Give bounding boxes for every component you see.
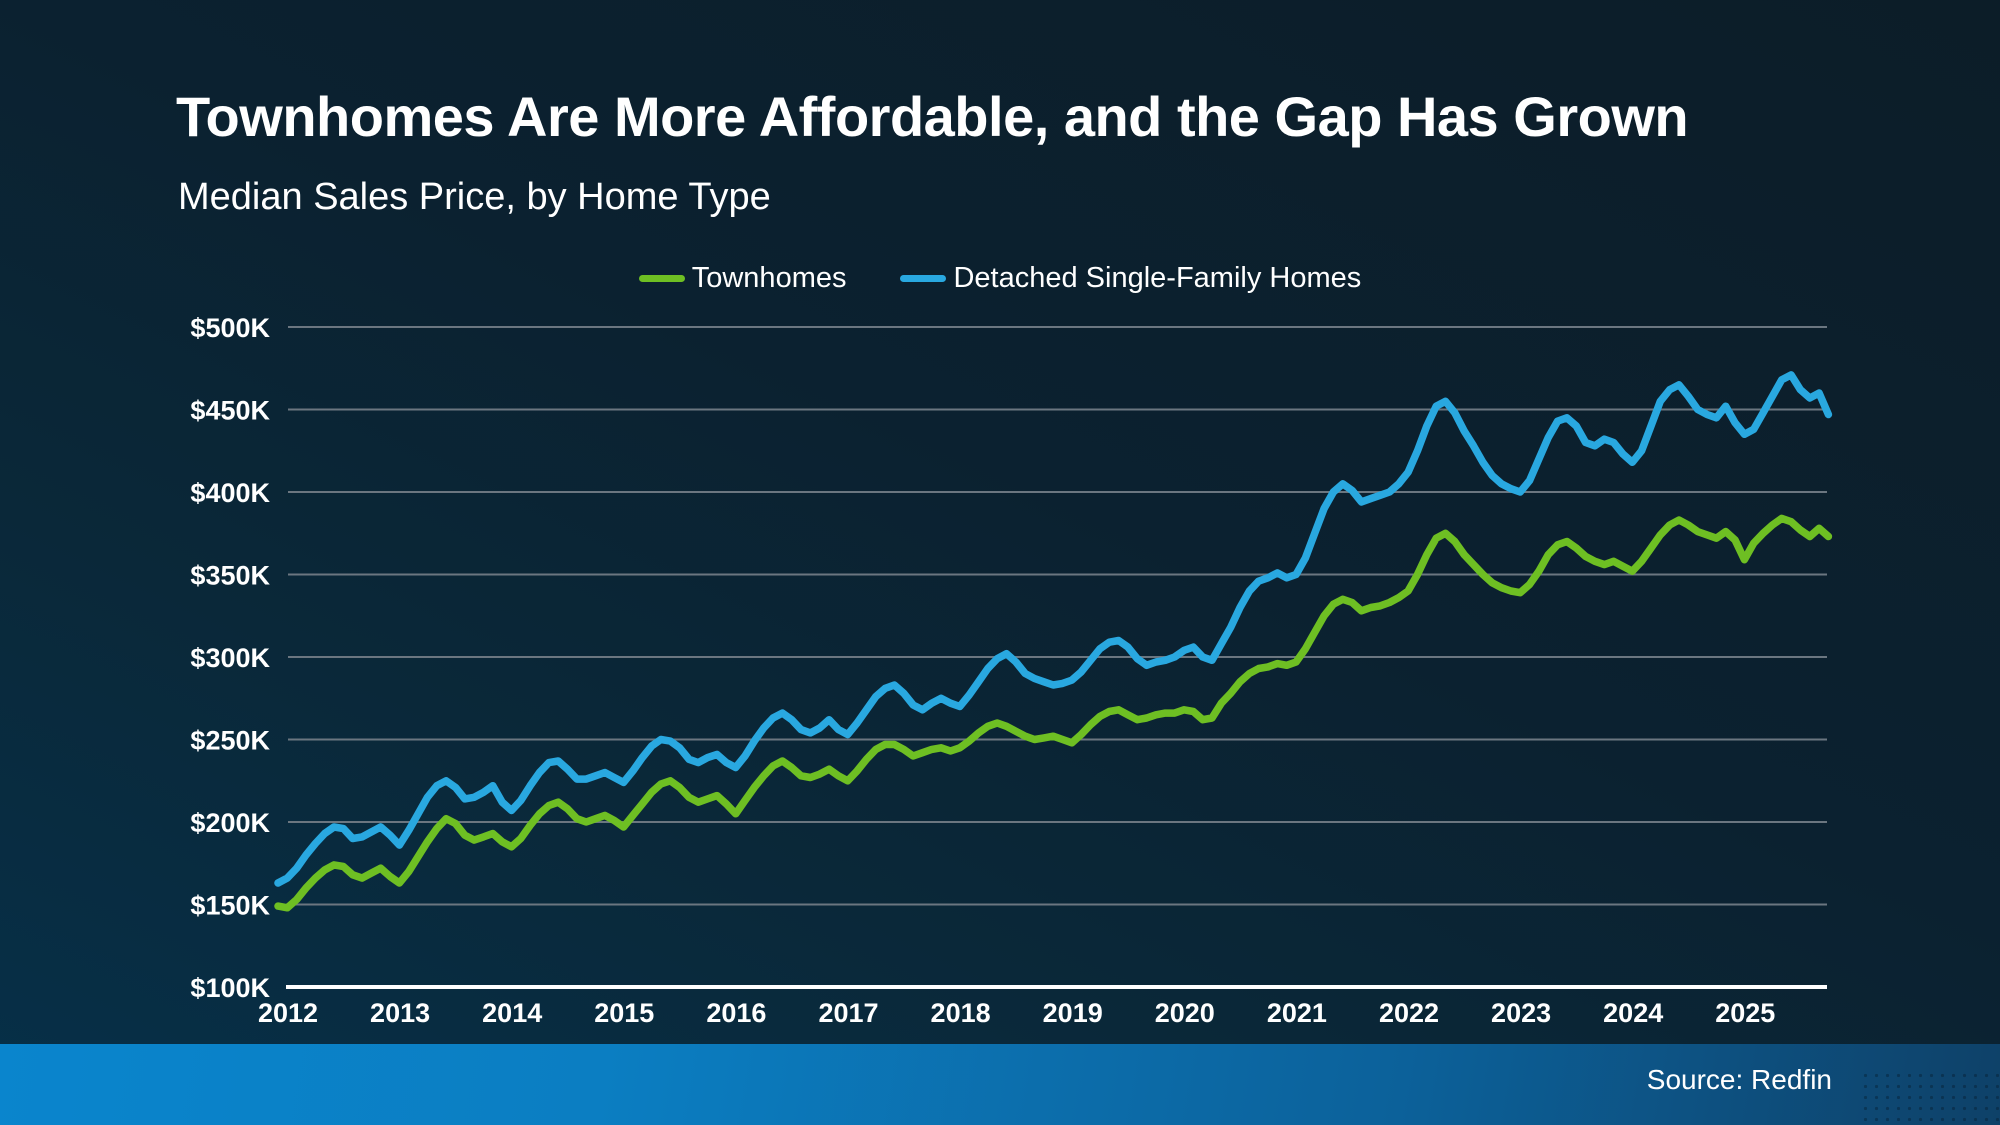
townhomes-line-swatch: [638, 275, 685, 282]
x-tick-label: 2022: [1379, 998, 1439, 1028]
y-tick-label: $250K: [190, 726, 270, 756]
detached-line-swatch: [900, 275, 947, 282]
y-tick-label: $200K: [190, 808, 270, 838]
y-tick-label: $300K: [190, 643, 270, 673]
series-line-detached-single-family-homes: [274, 371, 1833, 887]
x-tick-label: 2016: [706, 998, 766, 1028]
series-line-townhomes: [274, 514, 1833, 912]
y-tick-label: $350K: [190, 561, 270, 591]
x-tick-label: 2024: [1603, 998, 1663, 1028]
y-tick-label: $100K: [190, 973, 270, 1003]
corner-dots-decoration: [1860, 1070, 2000, 1125]
x-tick-label: 2017: [818, 998, 878, 1028]
x-tick-label: 2018: [931, 998, 991, 1028]
y-tick-label: $500K: [190, 313, 270, 343]
x-tick-label: 2020: [1155, 998, 1215, 1028]
legend-item-townhomes: Townhomes: [638, 262, 847, 295]
x-tick-label: 2019: [1043, 998, 1103, 1028]
x-tick-label: 2021: [1267, 998, 1327, 1028]
x-tick-label: 2023: [1491, 998, 1551, 1028]
y-tick-label: $400K: [190, 478, 270, 508]
legend-label-detached: Detached Single-Family Homes: [953, 262, 1362, 294]
x-tick-label: 2014: [482, 998, 542, 1028]
y-tick-label: $450K: [190, 396, 270, 426]
page-title: Townhomes Are More Affordable, and the G…: [176, 85, 1689, 148]
source-credit: Source: Redfin: [1646, 1064, 1832, 1095]
x-tick-label: 2025: [1715, 998, 1775, 1028]
legend-item-detached: Detached Single-Family Homes: [900, 262, 1361, 295]
y-tick-label: $150K: [190, 891, 270, 921]
x-tick-label: 2012: [258, 998, 318, 1028]
x-tick-label: 2015: [594, 998, 654, 1028]
legend-label-townhomes: Townhomes: [691, 262, 847, 294]
x-tick-label: 2013: [370, 998, 430, 1028]
bottom-accent-bar: [0, 1044, 2000, 1125]
chart-subtitle: Median Sales Price, by Home Type: [178, 176, 771, 218]
chart-legend: Townhomes Detached Single-Family Homes: [0, 262, 2000, 295]
